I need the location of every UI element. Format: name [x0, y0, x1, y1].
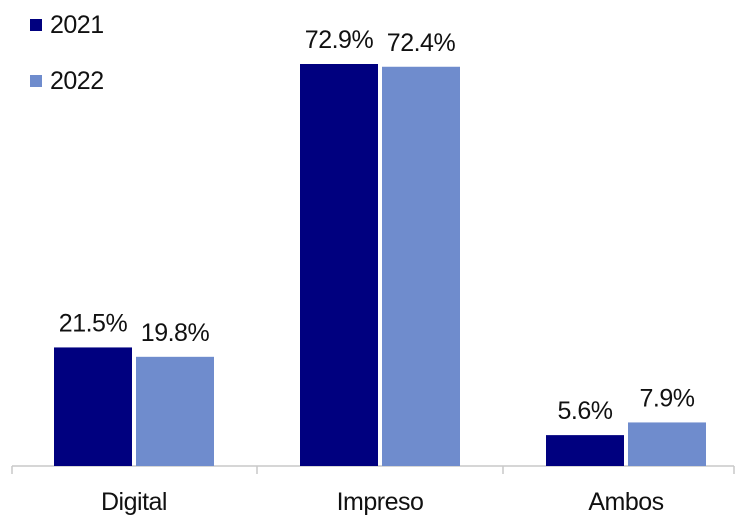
bar-2021-digital [54, 347, 132, 466]
legend-item-2021: 2021 [30, 6, 104, 44]
bar-2022-ambos [628, 422, 706, 466]
data-label-2021-ambos: 5.6% [558, 397, 613, 425]
data-label-2022-ambos: 7.9% [640, 384, 695, 412]
category-label-ambos: Ambos [588, 488, 663, 516]
bar-2021-impreso [300, 64, 378, 466]
bar-2021-ambos [546, 435, 624, 466]
category-label-impreso: Impreso [337, 488, 424, 516]
bar-2022-impreso [382, 66, 460, 466]
legend-label-2021: 2021 [50, 10, 104, 39]
bar-2022-digital [136, 356, 214, 466]
legend-item-2022: 2022 [30, 62, 104, 100]
legend: 2021 2022 [30, 6, 104, 118]
data-label-2021-digital: 21.5% [59, 309, 128, 337]
legend-label-2022: 2022 [50, 66, 104, 95]
legend-swatch-2021 [30, 19, 42, 31]
data-label-2022-digital: 19.8% [141, 319, 210, 347]
data-label-2022-impreso: 72.4% [387, 29, 456, 57]
legend-swatch-2022 [30, 75, 42, 87]
data-label-2021-impreso: 72.9% [305, 26, 374, 54]
category-label-digital: Digital [101, 488, 167, 516]
